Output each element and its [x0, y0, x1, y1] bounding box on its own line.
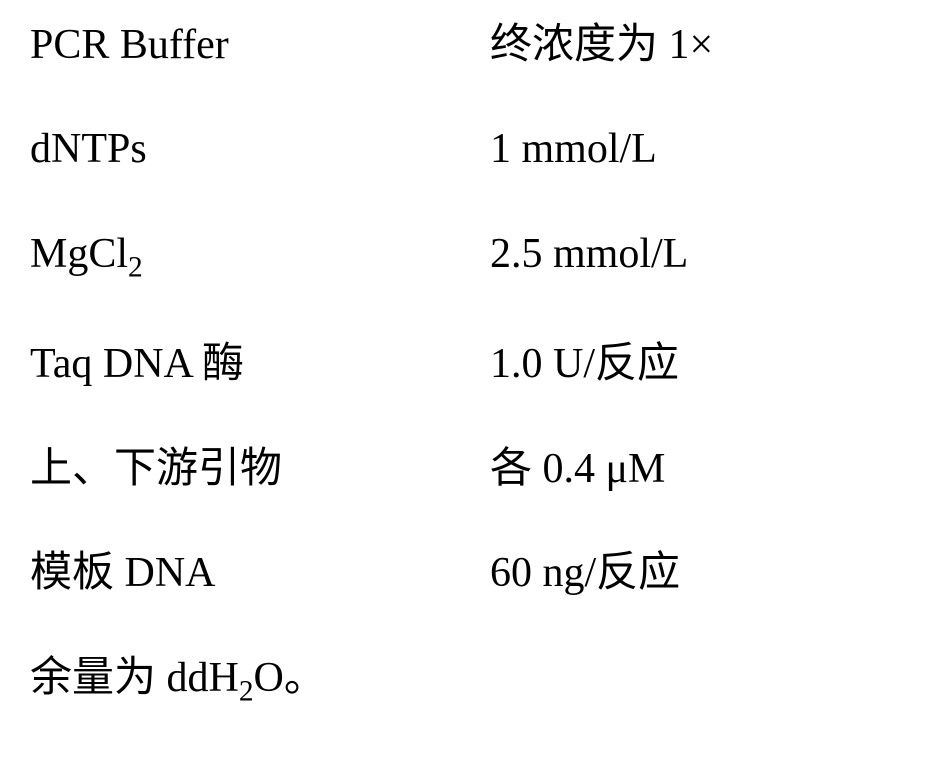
reagent-name: Taq DNA 酶 [30, 339, 490, 389]
reagent-name: 上、下游引物 [30, 444, 490, 494]
table-row: PCR Buffer 终浓度为 1× [30, 20, 900, 70]
reagent-value: 1 mmol/L [490, 124, 900, 174]
reagent-value: 60 ng/反应 [490, 548, 900, 598]
reagent-name: PCR Buffer [30, 20, 490, 70]
reagent-value: 各 0.4 μM [490, 444, 900, 494]
reagent-table: PCR Buffer 终浓度为 1× dNTPs 1 mmol/L MgCl2 … [0, 0, 930, 729]
reagent-name: dNTPs [30, 124, 490, 174]
reagent-name: MgCl2 [30, 229, 490, 286]
table-row: 模板 DNA 60 ng/反应 [30, 548, 900, 598]
table-row: dNTPs 1 mmol/L [30, 124, 900, 174]
reagent-name: 模板 DNA [30, 548, 490, 598]
reagent-value: 1.0 U/反应 [490, 339, 900, 389]
reagent-value: 终浓度为 1× [490, 20, 900, 70]
table-row: Taq DNA 酶 1.0 U/反应 [30, 339, 900, 389]
table-row: MgCl2 2.5 mmol/L [30, 229, 900, 286]
table-row: 上、下游引物 各 0.4 μM [30, 444, 900, 494]
reagent-value: 2.5 mmol/L [490, 229, 900, 279]
footer-text: 余量为 ddH2O。 [30, 653, 900, 710]
